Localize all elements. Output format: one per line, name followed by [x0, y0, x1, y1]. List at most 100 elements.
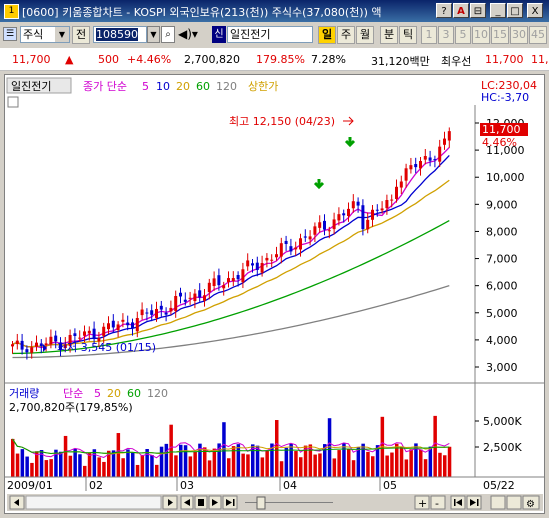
zoom-slider-thumb[interactable]: [256, 496, 266, 510]
float-button[interactable]: ⊟: [470, 3, 486, 18]
market-select[interactable]: 주식 ▼: [20, 26, 70, 43]
volume-bar: [327, 418, 332, 477]
period-tick-button[interactable]: 틱: [399, 26, 417, 44]
volume-bar: [59, 451, 63, 477]
volume-bar: [236, 444, 241, 477]
minimize-button[interactable]: _: [490, 3, 506, 18]
volume-bar: [251, 444, 255, 477]
volume-bar: [222, 422, 226, 477]
all-button[interactable]: 전: [72, 26, 90, 44]
scroll-track[interactable]: [25, 495, 162, 510]
interval-10-button[interactable]: 10: [472, 26, 490, 44]
candle-body: [164, 312, 168, 315]
candle-body: [78, 337, 82, 339]
interval-15-button[interactable]: 15: [491, 26, 509, 44]
volume-bar: [414, 443, 418, 477]
candle-body: [356, 201, 360, 206]
layout-a-button[interactable]: [490, 495, 506, 510]
candle-body: [111, 320, 115, 328]
volume-bar: [164, 443, 169, 477]
triangle-left-icon: [14, 499, 19, 506]
volume-bar: [265, 450, 269, 477]
candle-body: [409, 165, 413, 170]
candle-body: [102, 326, 106, 336]
code-dropdown-icon[interactable]: ▼: [147, 26, 160, 43]
candle-body: [227, 278, 230, 283]
price-change-pct: +4.46%: [127, 53, 172, 66]
interval-5-button[interactable]: 5: [455, 26, 471, 44]
stock-chart[interactable]: 일진전기 종가 단순 5 10 20 60 120 상한가 LC:230,04 …: [5, 75, 544, 513]
bookmark-icon[interactable]: ☰: [3, 27, 17, 41]
chart-panel[interactable]: 일진전기 종가 단순 5 10 20 60 120 상한가 LC:230,04 …: [4, 74, 545, 514]
app-icon[interactable]: 1: [4, 4, 19, 19]
volume-bar: [241, 453, 245, 477]
volume-bar: [135, 464, 140, 477]
price-tick-label: 5,000: [486, 307, 518, 320]
zoom-in-button[interactable]: [414, 495, 430, 510]
play-icon: [212, 499, 218, 506]
period-day-button[interactable]: 일: [318, 26, 336, 44]
first-page-icon: [454, 499, 462, 506]
candle-body: [332, 219, 336, 230]
volume-bar: [227, 458, 231, 477]
period-month-button[interactable]: 월: [356, 26, 374, 44]
volume-bar: [284, 447, 289, 477]
close-button[interactable]: X: [527, 3, 543, 18]
search-icon[interactable]: ⌕: [161, 26, 175, 43]
candle-body: [308, 236, 312, 240]
layout-b-button[interactable]: [506, 495, 522, 510]
date-tick-03: 03: [180, 479, 194, 492]
settings-button[interactable]: [522, 495, 540, 510]
price-tick-label: 9,000: [486, 198, 518, 211]
candle-body: [275, 254, 278, 258]
grid-toggle-icon[interactable]: [7, 96, 19, 108]
maximize-button[interactable]: □: [507, 3, 523, 18]
volume-bar: [323, 444, 327, 477]
candle-body: [35, 342, 38, 347]
candle-body: [59, 342, 62, 350]
candle-body: [241, 269, 245, 283]
candle-body: [126, 322, 130, 326]
volume-bar: [404, 459, 409, 477]
volume-tick-5000k: 5,000K: [483, 415, 522, 428]
interval-30-button[interactable]: 30: [510, 26, 528, 44]
volume-bar: [73, 449, 77, 477]
candle-body: [323, 220, 326, 230]
volume-bar: [246, 454, 250, 477]
window-title: [0600] 키움종합차트 - KOSPI 외국인보유(213(천)) 주식수(…: [22, 6, 382, 19]
volume-value: 2,700,820: [184, 53, 240, 66]
font-button[interactable]: A: [453, 3, 469, 18]
zoom-out-button[interactable]: [430, 495, 446, 510]
candle-body: [217, 275, 221, 286]
volume-bar: [11, 438, 15, 477]
period-minute-button[interactable]: 분: [380, 26, 398, 44]
volume-bar: [231, 446, 236, 477]
interval-45-button[interactable]: 45: [529, 26, 547, 44]
speaker-icon[interactable]: ◀)▾: [178, 27, 198, 41]
date-axis: 2009/01 02 03 04 05 05/22: [7, 477, 515, 492]
triangle-right-icon: [168, 499, 173, 506]
volume-bar: [255, 445, 260, 477]
ma5-line: [12, 146, 450, 349]
volume-bar: [97, 457, 101, 477]
volume-bar: [356, 447, 361, 477]
help-button[interactable]: ?: [436, 3, 452, 18]
volume-bar: [25, 456, 29, 477]
volume-bar: [375, 445, 380, 477]
code-input[interactable]: 108590: [93, 26, 147, 43]
interval-3-button[interactable]: 3: [438, 26, 454, 44]
volume-bar: [30, 462, 34, 477]
turnover-rate: 7.28%: [311, 53, 346, 66]
volume-ratio: 179.85%: [256, 53, 305, 66]
candle-body: [390, 199, 394, 201]
legend-stock-name: 일진전기: [11, 79, 51, 93]
candle-body: [404, 168, 408, 181]
interval-1-button[interactable]: 1: [421, 26, 437, 44]
stock-name-field[interactable]: 일진전기: [227, 26, 313, 43]
candle-body: [135, 318, 139, 332]
volume-bar: [419, 449, 423, 477]
candle-body: [423, 155, 427, 160]
candle-body: [347, 208, 350, 217]
zoom-out-icon: -: [435, 497, 439, 510]
period-week-button[interactable]: 주: [337, 26, 355, 44]
